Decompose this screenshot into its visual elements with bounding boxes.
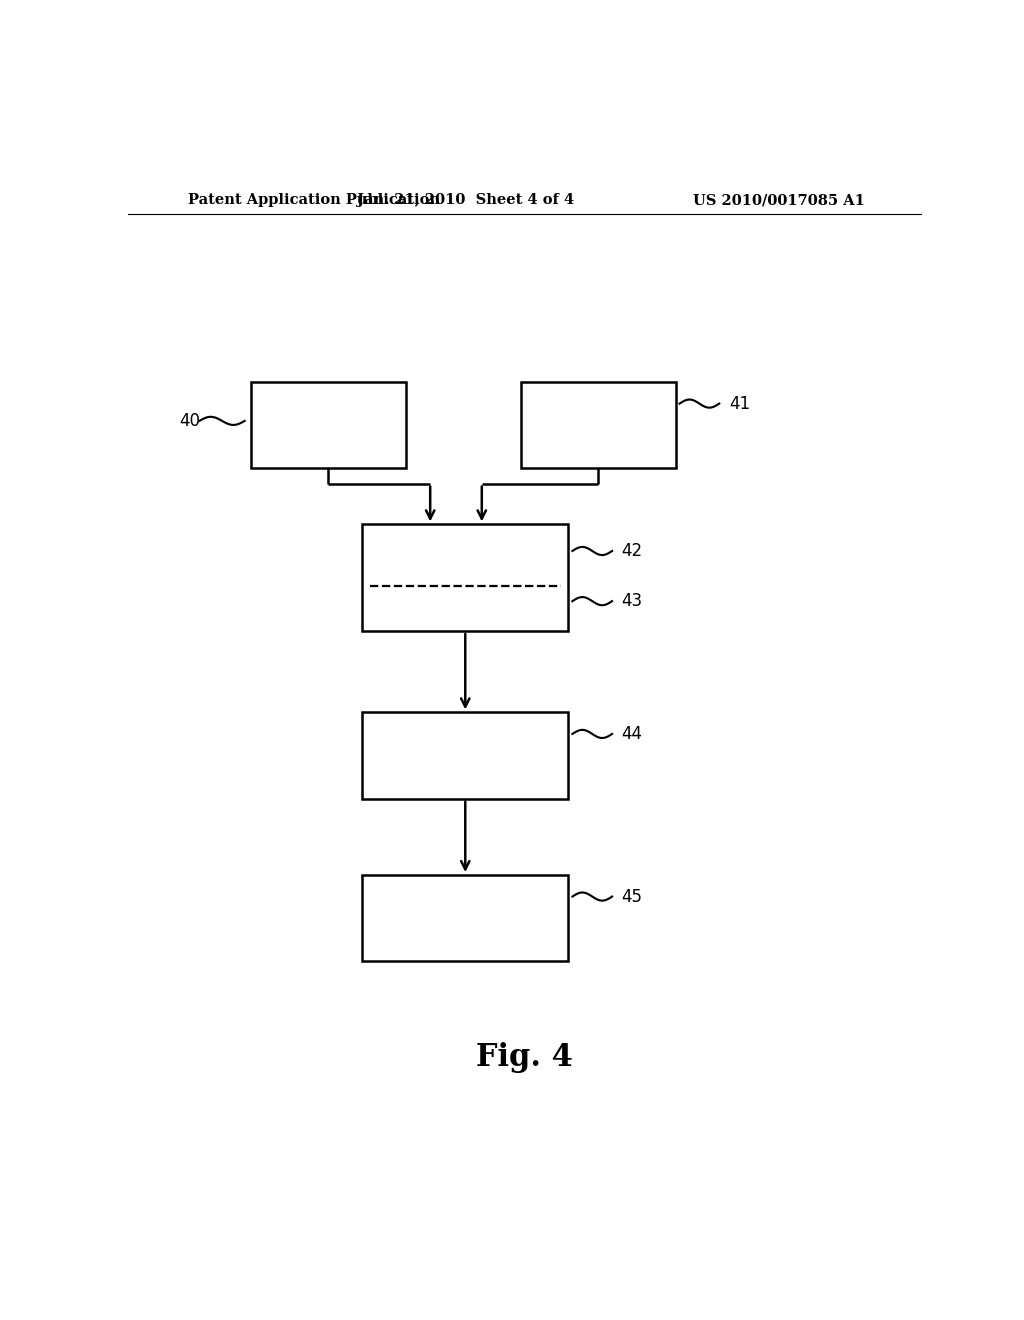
Bar	[251, 381, 406, 469]
Text: Fig. 4: Fig. 4	[476, 1043, 573, 1073]
Text: Jan. 21, 2010  Sheet 4 of 4: Jan. 21, 2010 Sheet 4 of 4	[356, 193, 573, 207]
Text: US 2010/0017085 A1: US 2010/0017085 A1	[693, 193, 864, 207]
Bar	[521, 381, 676, 469]
Text: 41: 41	[729, 395, 750, 413]
Bar	[362, 875, 568, 961]
Text: Patent Application Publication: Patent Application Publication	[187, 193, 439, 207]
Bar	[362, 524, 568, 631]
Text: 40: 40	[179, 412, 201, 430]
Text: 44: 44	[622, 725, 643, 743]
Bar	[362, 713, 568, 799]
Text: 43: 43	[622, 593, 643, 610]
Text: 45: 45	[622, 887, 643, 906]
Text: 42: 42	[622, 543, 643, 560]
